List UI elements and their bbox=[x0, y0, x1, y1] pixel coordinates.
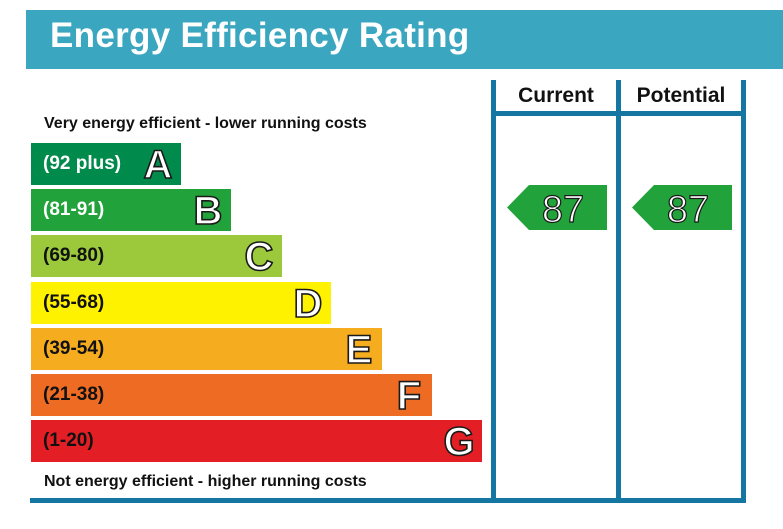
band-range-label: (81-91) bbox=[43, 199, 105, 220]
frame-line-left bbox=[491, 80, 496, 501]
band-d: (55-68) D bbox=[31, 281, 331, 325]
potential-rating-arrow: 87 bbox=[632, 185, 732, 230]
svg-text:C: C bbox=[245, 235, 274, 278]
title-bar bbox=[26, 10, 783, 69]
svg-text:E: E bbox=[346, 328, 373, 371]
band-range-label: (55-68) bbox=[43, 292, 105, 313]
column-header-current: Current bbox=[518, 84, 594, 107]
svg-text:D: D bbox=[294, 282, 323, 325]
band-c: (69-80) C bbox=[31, 234, 282, 278]
band-range-label: (1-20) bbox=[43, 430, 94, 451]
current-rating-value: 87 bbox=[542, 189, 584, 230]
band-letter: B bbox=[193, 188, 223, 232]
band-g: (1-20) G bbox=[31, 419, 482, 463]
frame-line-header bbox=[491, 111, 746, 116]
current-arrow-shape bbox=[507, 185, 607, 230]
svg-text:B: B bbox=[194, 189, 223, 232]
band-letter: A bbox=[143, 142, 173, 186]
band-e: (39-54) E bbox=[31, 327, 382, 371]
band-range-label: (69-80) bbox=[43, 245, 105, 266]
band-letter: F bbox=[396, 373, 422, 417]
frame-line-middle bbox=[616, 80, 621, 501]
band-letter: E bbox=[345, 327, 373, 371]
band-range-label: (21-38) bbox=[43, 384, 105, 405]
band-letter: D bbox=[293, 281, 323, 325]
band-range-label: (92 plus) bbox=[43, 153, 122, 174]
svg-text:A: A bbox=[144, 143, 173, 186]
svg-text:G: G bbox=[444, 420, 474, 463]
band-b: (81-91) B bbox=[31, 188, 231, 232]
bottom-note: Not energy efficient - higher running co… bbox=[44, 473, 367, 490]
band-letter: C bbox=[244, 234, 274, 278]
top-note: Very energy efficient - lower running co… bbox=[44, 115, 367, 132]
band-a: (92 plus) A bbox=[31, 142, 181, 186]
frame-line-bottom bbox=[30, 498, 746, 503]
potential-rating-value: 87 bbox=[667, 189, 709, 230]
column-header-potential: Potential bbox=[636, 84, 726, 107]
frame-line-right bbox=[741, 80, 746, 501]
band-letter: G bbox=[444, 419, 474, 463]
svg-text:F: F bbox=[397, 374, 421, 417]
potential-arrow-shape bbox=[632, 185, 732, 230]
chart-title: Energy Efficiency Rating bbox=[50, 16, 470, 55]
band-range-label: (39-54) bbox=[43, 338, 105, 359]
current-rating-arrow: 87 bbox=[507, 185, 607, 230]
band-f: (21-38) F bbox=[31, 373, 432, 417]
